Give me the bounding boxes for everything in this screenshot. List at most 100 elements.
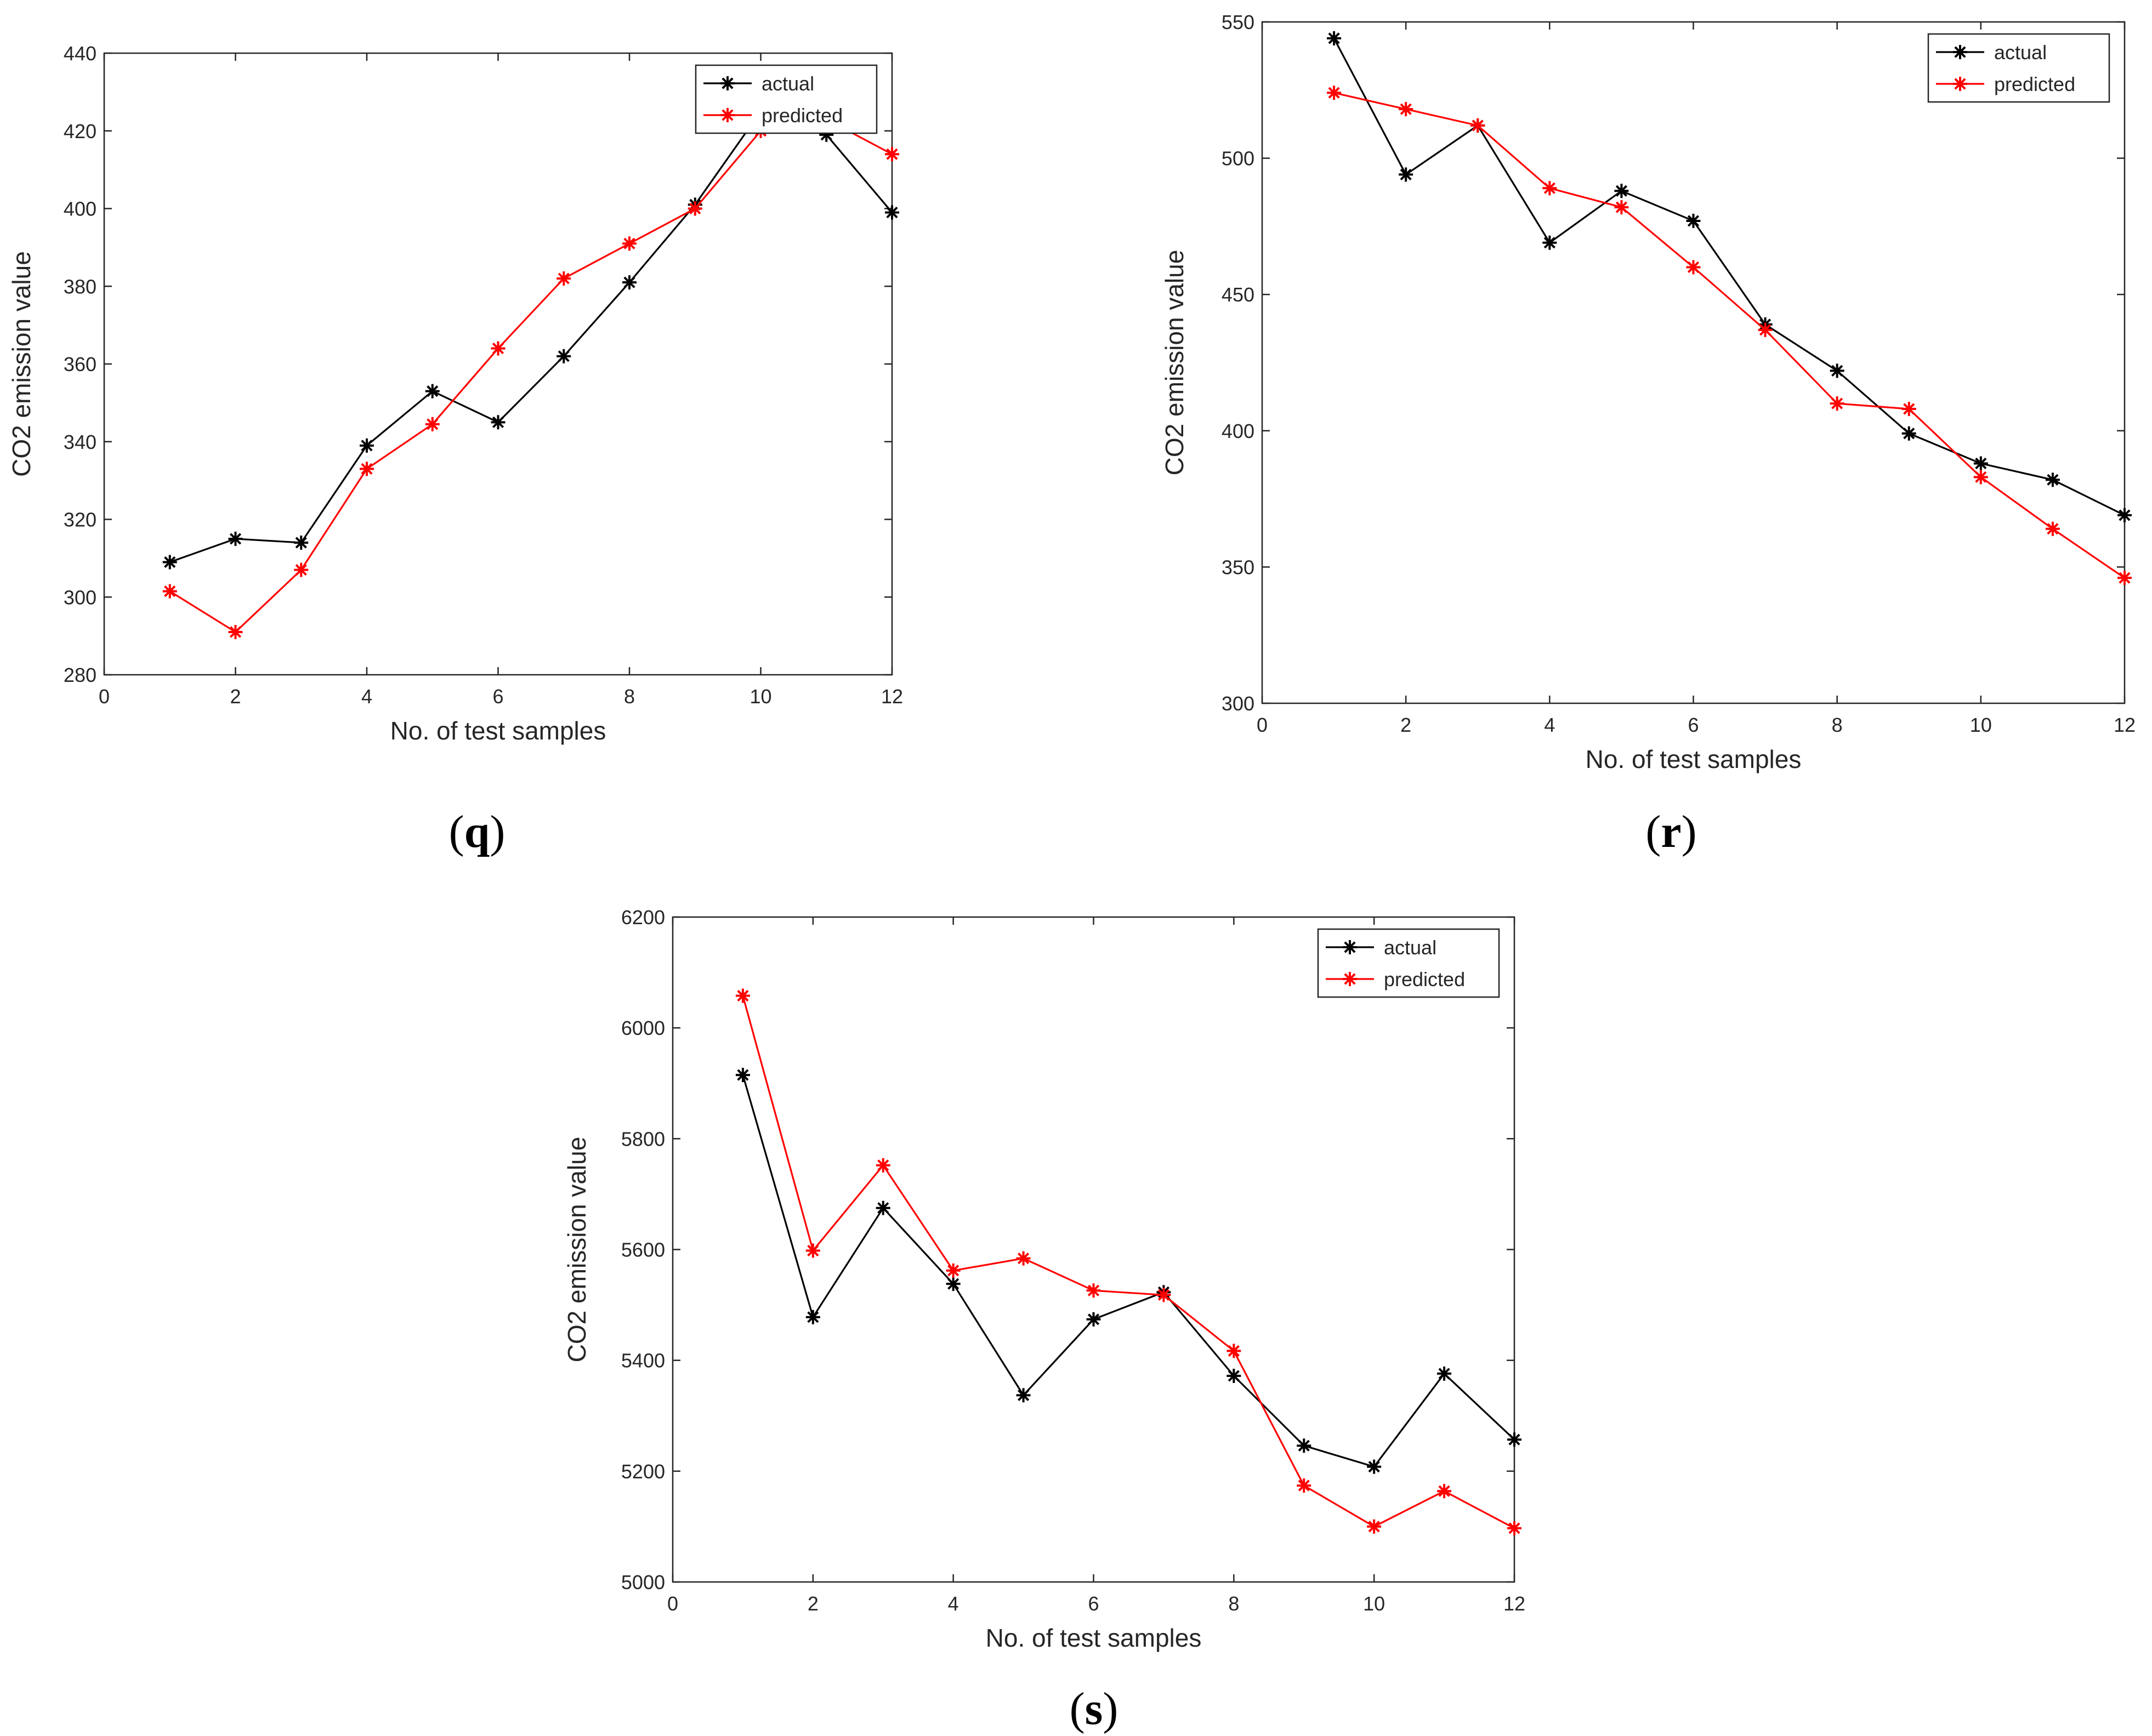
legend-marker-actual	[1953, 45, 1967, 59]
series-actual-point	[294, 536, 309, 550]
x-tick-label: 6	[492, 685, 503, 708]
series-predicted-point	[688, 201, 702, 216]
series-actual-line	[742, 1074, 1515, 1468]
series-predicted-point	[425, 417, 440, 431]
y-axis-label: CO2 emission value	[563, 1137, 591, 1363]
legend-label-actual: actual	[1384, 936, 1436, 959]
series-predicted-point	[1686, 260, 1701, 275]
legend-marker-actual	[1343, 940, 1357, 954]
x-axis-label: No. of test samples	[986, 1624, 1202, 1652]
series-predicted-point	[491, 341, 506, 356]
legend-box	[1927, 33, 2110, 103]
series-actual-point	[360, 438, 374, 453]
legend-label-predicted: predicted	[1384, 968, 1465, 991]
x-tick-label: 10	[1363, 1592, 1385, 1615]
series-actual-point	[1297, 1438, 1311, 1453]
x-tick-label: 4	[361, 685, 372, 708]
series-predicted-point	[294, 562, 309, 577]
x-tick-label: 4	[948, 1592, 959, 1615]
series-actual-point	[1614, 184, 1629, 198]
x-tick-label: 0	[99, 685, 110, 708]
series-actual-point	[1399, 167, 1413, 182]
y-tick-label: 5200	[621, 1460, 665, 1483]
y-tick-label: 6000	[621, 1017, 665, 1039]
series-predicted-point	[1297, 1478, 1311, 1493]
y-axis-label: CO2 emission value	[7, 251, 36, 477]
series-actual-point	[228, 531, 243, 546]
series-actual-point	[491, 415, 506, 430]
series-predicted	[735, 988, 1521, 1535]
panel-label-r: (r)	[1645, 806, 1696, 857]
x-axis-label: No. of test samples	[1586, 745, 1802, 773]
series-actual-line	[1333, 38, 2125, 516]
y-tick-label: 350	[1222, 556, 1254, 578]
legend-label-actual: actual	[1994, 41, 2047, 64]
series-actual-point	[876, 1200, 890, 1215]
series-predicted-point	[805, 1243, 820, 1258]
series-actual-point	[805, 1310, 820, 1324]
series-predicted-point	[1470, 118, 1485, 133]
legend-label-predicted: predicted	[1994, 73, 2075, 95]
series-predicted-point	[622, 236, 637, 251]
series-actual-point	[162, 555, 177, 570]
series-predicted	[1327, 86, 2132, 585]
series-predicted-point	[162, 584, 177, 599]
x-tick-label: 6	[1088, 1592, 1099, 1615]
y-tick-label: 300	[64, 586, 96, 608]
chart-r: 0 2 4 6 8 10 12 300 350 400 450 500 550 No. of test s…	[1160, 11, 2136, 773]
series-predicted-point	[876, 1158, 890, 1172]
y-tick-label: 450	[1222, 283, 1254, 306]
series-actual-point	[1367, 1459, 1382, 1474]
legend-label-actual: actual	[762, 72, 814, 95]
y-tick-label: 320	[64, 509, 96, 531]
series-predicted-point	[1437, 1484, 1452, 1499]
x-tick-label: 12	[881, 685, 903, 708]
series-predicted-line	[742, 995, 1515, 1529]
y-tick-label: 300	[1222, 692, 1254, 715]
series-actual-point	[885, 205, 899, 220]
series-predicted-line	[1333, 92, 2125, 579]
series-predicted-point	[360, 462, 374, 476]
y-tick-label: 5400	[621, 1350, 665, 1372]
series-predicted-point	[1830, 396, 1844, 411]
series-actual-point	[1542, 235, 1557, 250]
y-tick-label: 550	[1222, 11, 1254, 33]
legend: actual predicted	[1927, 33, 2110, 103]
x-tick-label: 2	[808, 1592, 819, 1615]
legend: actual predicted	[695, 64, 878, 134]
x-tick-label: 6	[1688, 714, 1699, 736]
series-predicted-point	[735, 988, 750, 1003]
legend-marker-actual	[720, 76, 735, 90]
plot-area	[103, 52, 893, 676]
plot-area	[672, 916, 1515, 1583]
series-actual-point	[1437, 1366, 1452, 1381]
legend-marker-predicted	[720, 108, 735, 122]
series-actual-point	[425, 384, 440, 399]
y-tick-label: 400	[1222, 420, 1254, 442]
y-tick-label: 5000	[621, 1571, 665, 1593]
series-actual-point	[622, 275, 637, 290]
series-predicted-point	[2117, 571, 2132, 585]
series-actual-point	[1901, 426, 1916, 441]
series-actual-point	[946, 1277, 961, 1291]
legend-box	[1317, 928, 1500, 998]
y-tick-label: 440	[64, 42, 96, 65]
y-tick-label: 280	[64, 664, 96, 686]
y-tick-label: 5800	[621, 1128, 665, 1150]
y-tick-label: 420	[64, 120, 96, 143]
x-tick-label: 2	[230, 685, 241, 708]
series-predicted-point	[1399, 102, 1413, 117]
y-tick-label: 340	[64, 431, 96, 453]
series-predicted-point	[1901, 402, 1916, 417]
series-predicted-point	[1086, 1283, 1101, 1298]
series-actual-point	[557, 349, 571, 363]
y-tick-label: 5600	[621, 1239, 665, 1261]
series-actual-point	[1686, 213, 1701, 228]
x-tick-label: 8	[1832, 714, 1843, 736]
series-predicted-point	[1227, 1344, 1241, 1358]
y-tick-label: 380	[64, 275, 96, 298]
series-actual-point	[2117, 508, 2132, 522]
x-tick-label: 8	[1228, 1592, 1239, 1615]
x-tick-label: 2	[1400, 714, 1411, 736]
